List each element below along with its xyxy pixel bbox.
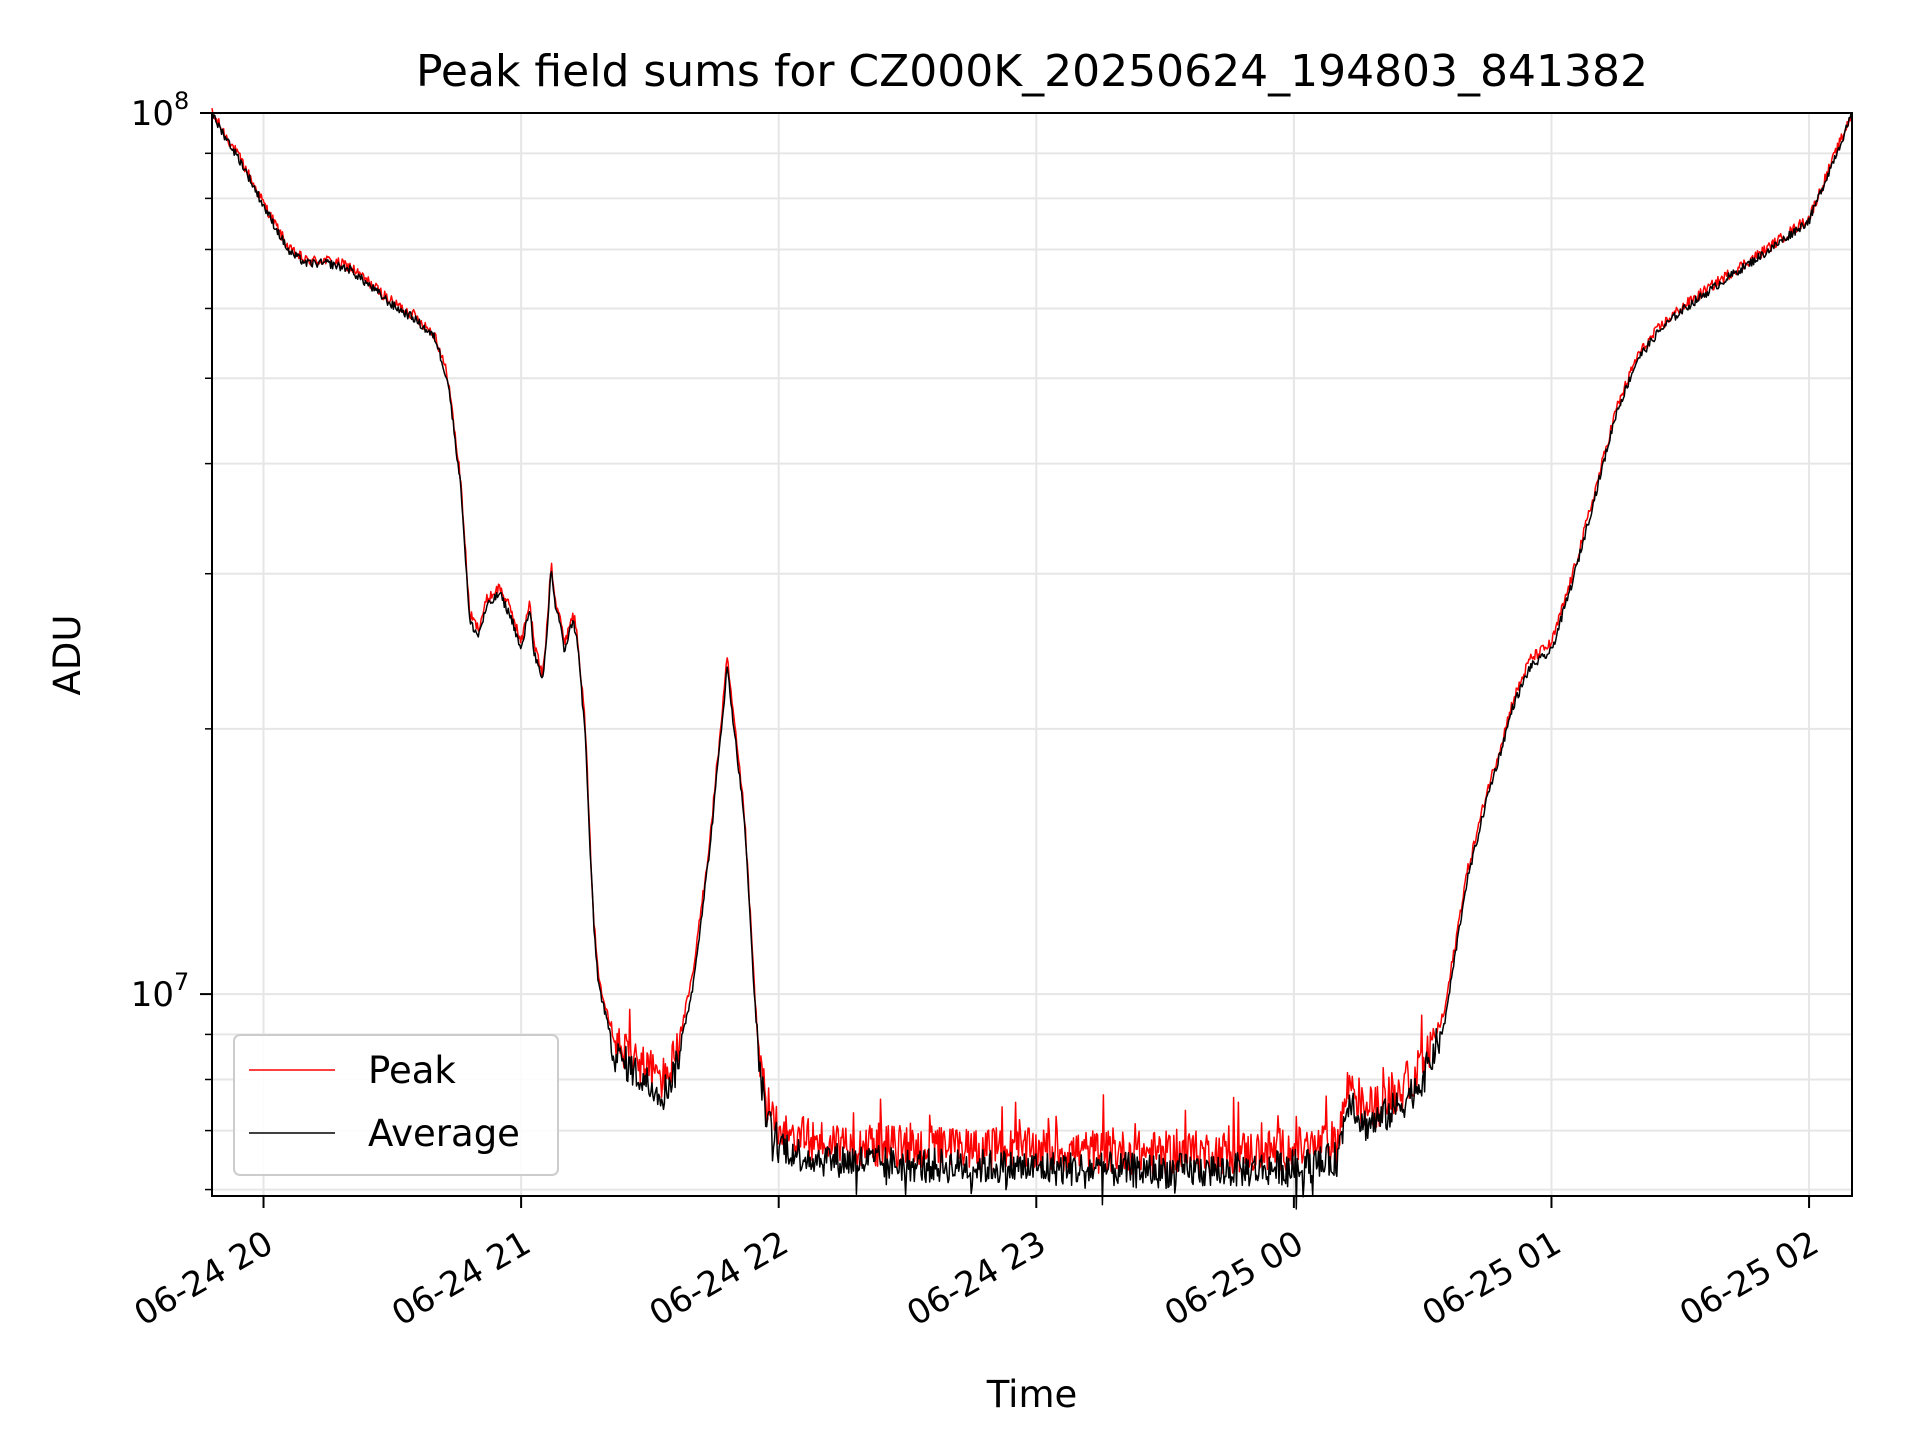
x-tick-label: 06-24 22: [643, 1223, 795, 1334]
axes-frame: [211, 112, 1853, 1197]
y-tick-label: 107: [131, 968, 190, 1015]
series-line-average: [211, 112, 1853, 1210]
x-tick-label: 06-25 01: [1416, 1223, 1568, 1334]
x-tick-label: 06-25 02: [1673, 1223, 1825, 1334]
y-tick-label: 108: [131, 87, 190, 134]
x-tick-label: 06-24 23: [900, 1223, 1052, 1334]
x-axis-label: Time: [986, 1373, 1078, 1416]
legend: Peak Average: [233, 1034, 559, 1176]
x-tick-label: 06-24 21: [385, 1223, 537, 1334]
series-line-peak: [211, 107, 1853, 1175]
series-layer: [211, 107, 1853, 1210]
x-tick-label: 06-24 20: [128, 1223, 280, 1334]
grid: [212, 112, 1852, 1196]
legend-label-peak: Peak: [368, 1049, 456, 1092]
x-tick-label: 06-25 00: [1158, 1223, 1310, 1334]
y-axis-label: ADU: [46, 615, 89, 696]
chart-title: Peak field sums for CZ000K_20250624_1948…: [416, 46, 1648, 97]
legend-label-average: Average: [368, 1112, 520, 1155]
